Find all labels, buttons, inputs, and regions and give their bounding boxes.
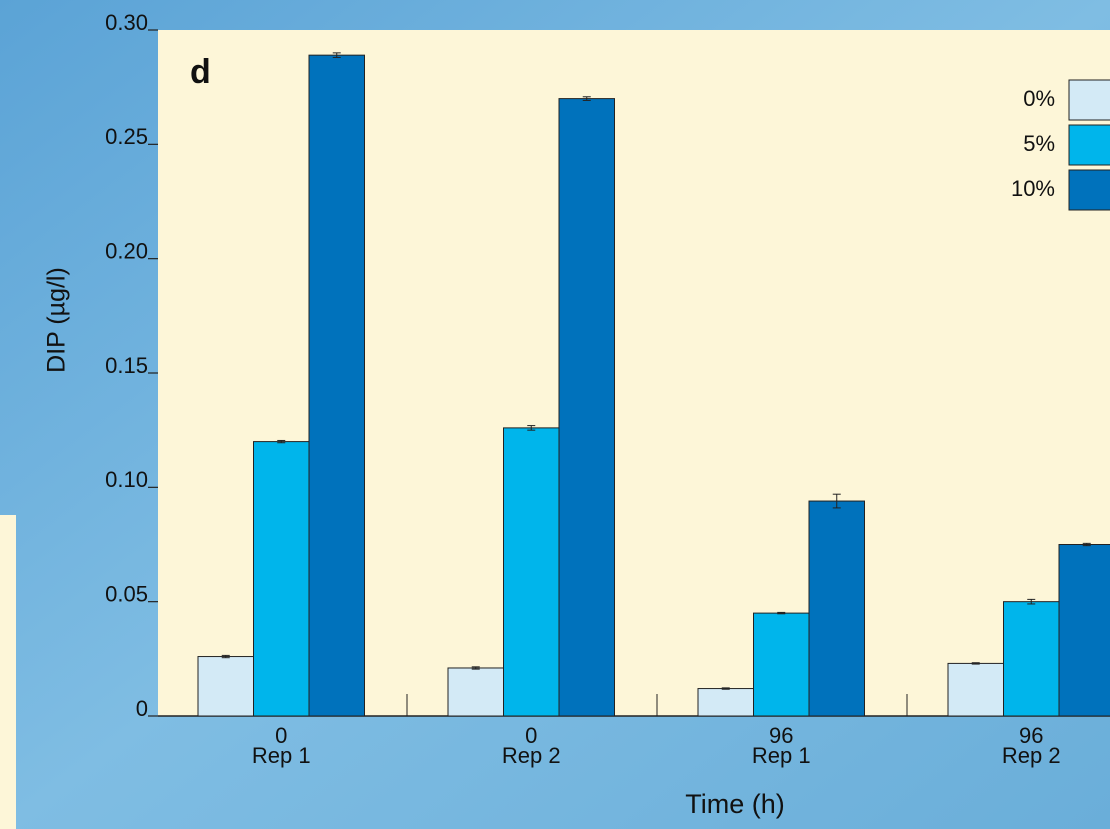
y-tick-label: 0 xyxy=(136,696,148,721)
y-tick-label: 0.25 xyxy=(105,124,148,149)
bar xyxy=(754,613,810,716)
bar xyxy=(1004,602,1060,716)
y-tick-label: 0.05 xyxy=(105,581,148,606)
bar xyxy=(698,689,754,716)
legend-label: 10% xyxy=(1011,176,1055,201)
x-axis-label: Time (h) xyxy=(685,789,785,819)
legend-label: 0% xyxy=(1023,86,1055,111)
y-tick-label: 0.30 xyxy=(105,10,148,35)
legend-swatch xyxy=(1069,170,1110,210)
y-tick-label: 0.10 xyxy=(105,467,148,492)
legend-label: 5% xyxy=(1023,131,1055,156)
side-strip xyxy=(0,515,16,829)
legend-swatch xyxy=(1069,125,1110,165)
bar xyxy=(809,501,865,716)
bar xyxy=(254,442,310,716)
x-tick-label: Rep 2 xyxy=(1002,743,1061,768)
bar xyxy=(504,428,560,716)
chart: d DIP (µg/l) Time (h) 0 0.05 0.10 0.15 0.20 0… xyxy=(0,0,1110,829)
y-tick-label: 0.20 xyxy=(105,238,148,263)
x-tick-label: Rep 1 xyxy=(752,743,811,768)
bar xyxy=(1059,545,1110,717)
y-tick-label: 0.15 xyxy=(105,353,148,378)
x-tick-label: Rep 1 xyxy=(252,743,311,768)
bar xyxy=(559,99,615,716)
bar xyxy=(948,663,1004,716)
bar xyxy=(198,657,254,716)
x-tick-label: Rep 2 xyxy=(502,743,561,768)
panel-label: d xyxy=(190,53,211,91)
bar xyxy=(448,668,504,716)
y-axis-label: DIP (µg/l) xyxy=(43,267,71,373)
legend-swatch xyxy=(1069,80,1110,120)
bar xyxy=(309,55,365,716)
